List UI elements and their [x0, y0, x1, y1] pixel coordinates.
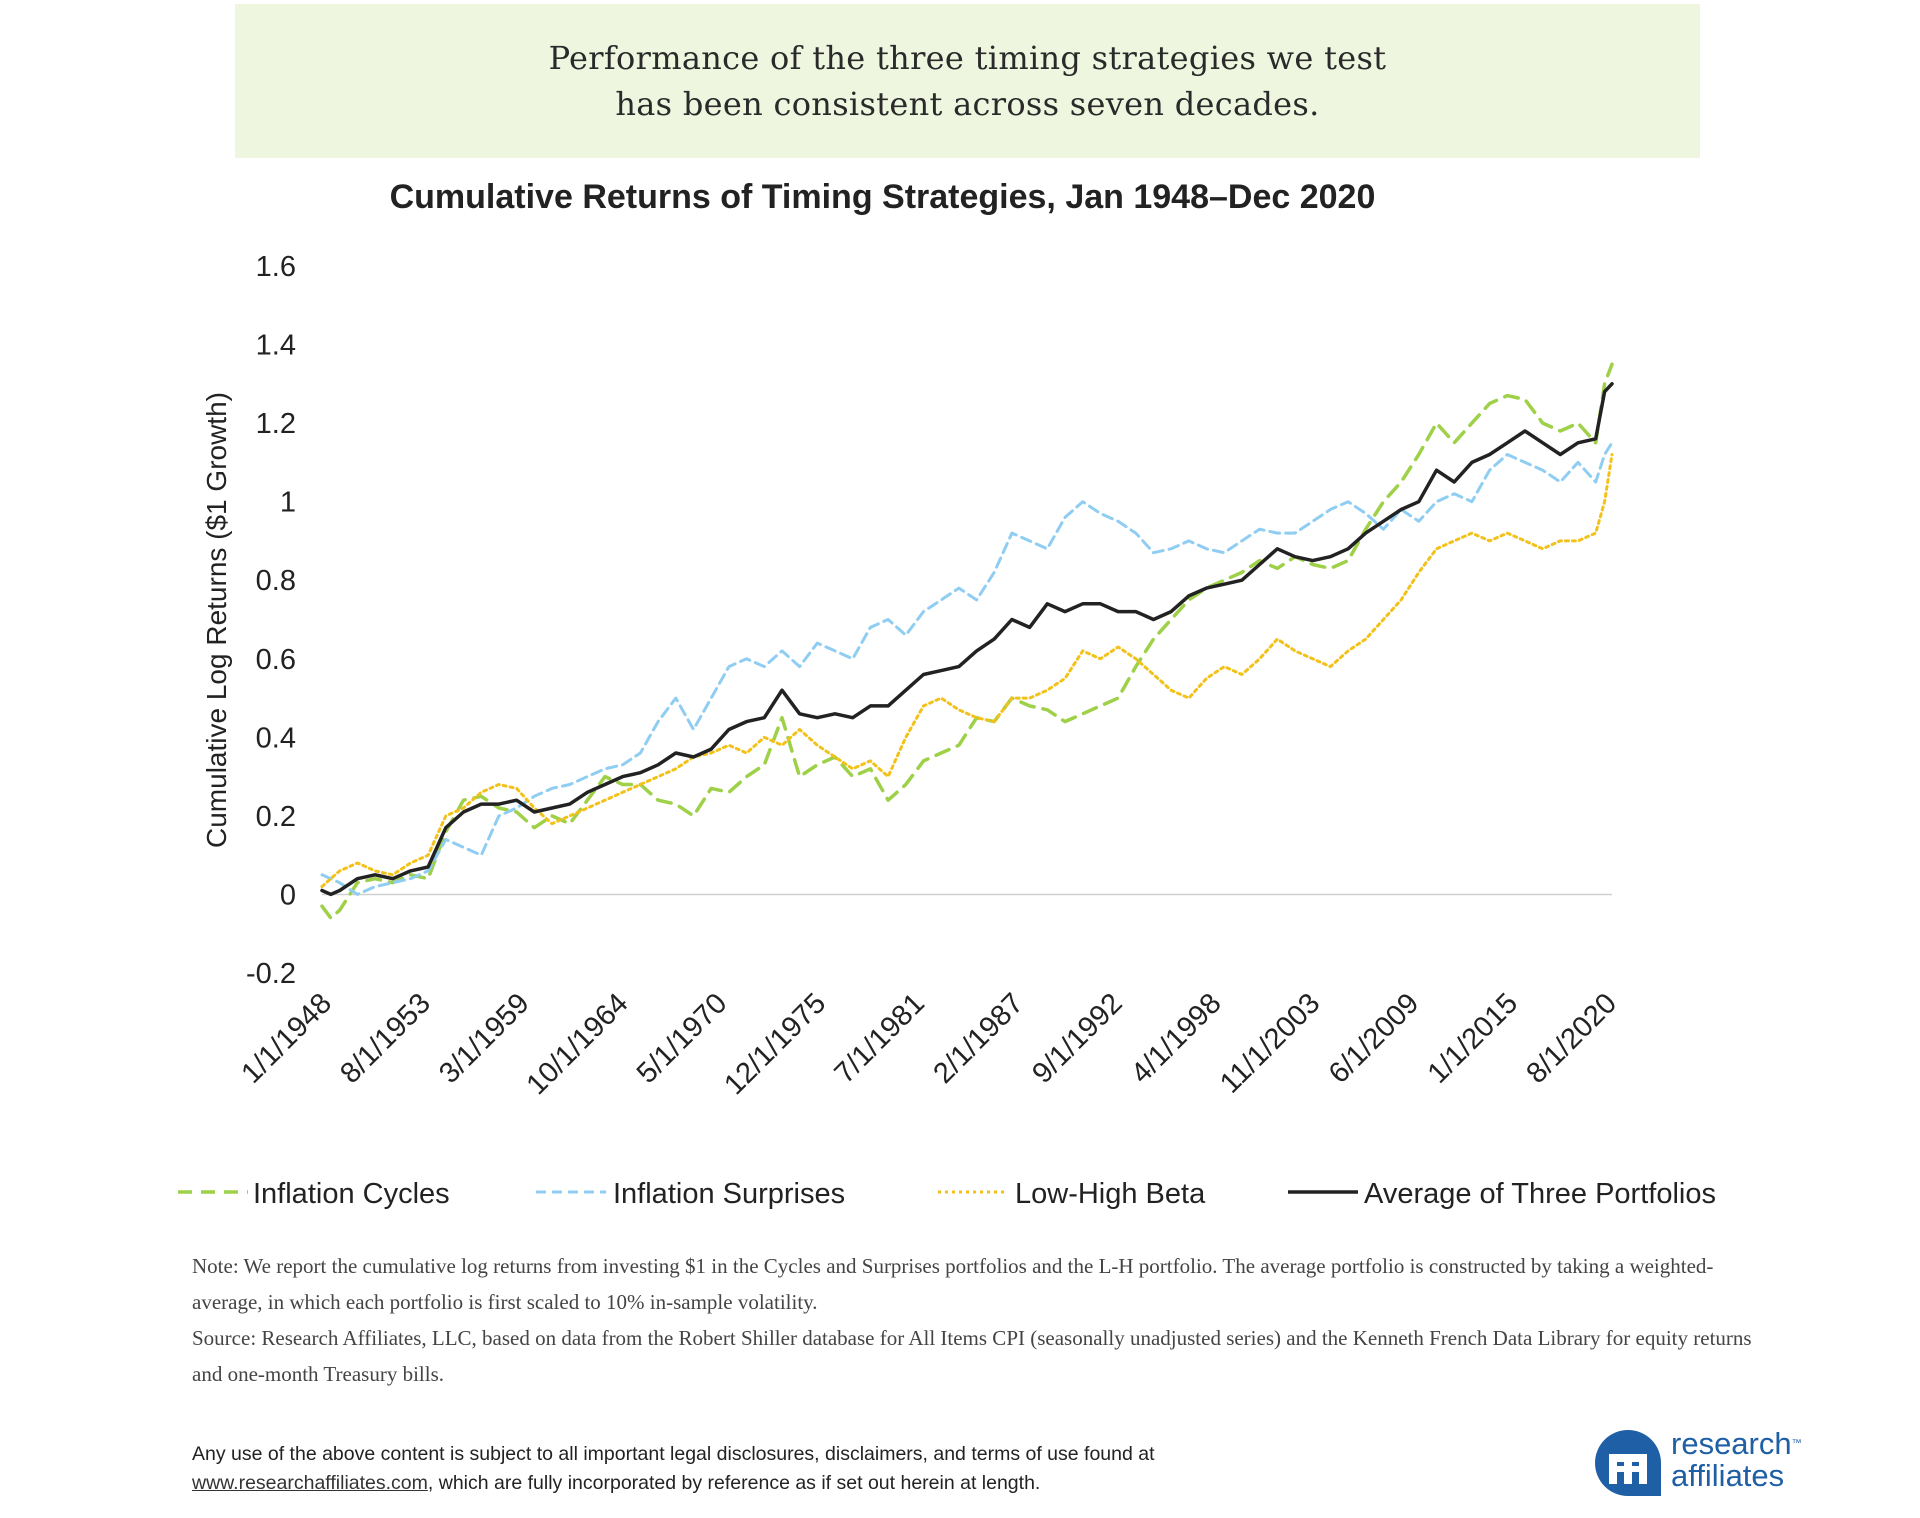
- x-tick-label: 9/1/1992: [1026, 987, 1128, 1089]
- headline-line-2: has been consistent across seven decades…: [615, 85, 1320, 123]
- ra-logo-icon: [1595, 1430, 1661, 1496]
- x-tick-label: 3/1/1959: [433, 987, 535, 1089]
- research-affiliates-logo: research™ affiliates: [1595, 1428, 1895, 1500]
- x-tick-label: 11/1/2003: [1214, 987, 1326, 1099]
- series-line-inflation-cycles: [320, 362, 1614, 920]
- headline-banner: Performance of the three timing strategi…: [235, 4, 1700, 158]
- y-tick-label: 0.8: [256, 565, 296, 597]
- logo-line-1: research: [1671, 1426, 1792, 1461]
- logo-wordmark: research™ affiliates: [1671, 1428, 1802, 1492]
- y-tick-label: 0.6: [256, 644, 296, 676]
- legend-label: Inflation Cycles: [253, 1178, 450, 1210]
- headline-line-1: Performance of the three timing strategi…: [548, 39, 1387, 77]
- y-tick-label: -0.2: [246, 958, 296, 990]
- y-tick-label: 1.2: [256, 408, 296, 440]
- x-tick-label: 7/1/1981: [829, 987, 931, 1089]
- y-tick-label: 1.4: [256, 330, 296, 362]
- x-tick-label: 1/1/2015: [1422, 987, 1524, 1089]
- x-tick-label: 5/1/1970: [631, 987, 733, 1089]
- x-tick-label: 8/1/1953: [334, 987, 436, 1089]
- website-link[interactable]: www.researchaffiliates.com: [192, 1472, 428, 1494]
- y-tick-label: 0.2: [256, 801, 296, 833]
- headline-text: Performance of the three timing strategi…: [549, 35, 1387, 127]
- disclaimer-text: Any use of the above content is subject …: [192, 1443, 1155, 1465]
- series-line-inflation-surprises: [320, 441, 1614, 896]
- y-axis-label: Cumulative Log Returns ($1 Growth): [201, 392, 232, 848]
- legend-label: Average of Three Portfolios: [1364, 1178, 1716, 1210]
- logo-trademark: ™: [1791, 1438, 1802, 1449]
- series-line-average: [320, 382, 1614, 897]
- chart-title: Cumulative Returns of Timing Strategies,…: [389, 178, 1376, 216]
- source-text: Source: Research Affiliates, LLC, based …: [192, 1326, 1752, 1386]
- legend-label: Low-High Beta: [1015, 1178, 1206, 1210]
- x-tick-label: 6/1/2009: [1323, 987, 1425, 1089]
- y-tick-label: 0: [280, 879, 296, 911]
- line-chart: -0.2 0 0.2 0.4 0.6 0.8 1 1.2 1.4 1.6 Cumulative Lo…: [178, 251, 1716, 1210]
- disclaimer-text-2: , which are fully incorporated by refere…: [427, 1472, 1041, 1494]
- note-text: Note: We report the cumulative log retur…: [192, 1254, 1714, 1314]
- legal-disclaimer: Any use of the above content is subject …: [192, 1440, 1442, 1498]
- x-tick-label: 12/1/1975: [718, 987, 832, 1101]
- x-tick-label: 8/1/2020: [1520, 987, 1622, 1089]
- x-tick-label: 2/1/1987: [927, 987, 1029, 1089]
- series-line-low-high-beta: [320, 453, 1614, 889]
- y-tick-label: 1: [280, 487, 296, 519]
- y-tick-label: 1.6: [256, 251, 296, 283]
- x-tick-label: 1/1/1948: [235, 987, 337, 1089]
- y-tick-label: 0.4: [256, 722, 296, 754]
- x-tick-label: 4/1/1998: [1125, 987, 1227, 1089]
- legend-label: Inflation Surprises: [613, 1178, 845, 1210]
- logo-line-2: affiliates: [1671, 1458, 1785, 1493]
- chart-note: Note: We report the cumulative log retur…: [192, 1248, 1752, 1392]
- x-tick-label: 10/1/1964: [521, 987, 635, 1101]
